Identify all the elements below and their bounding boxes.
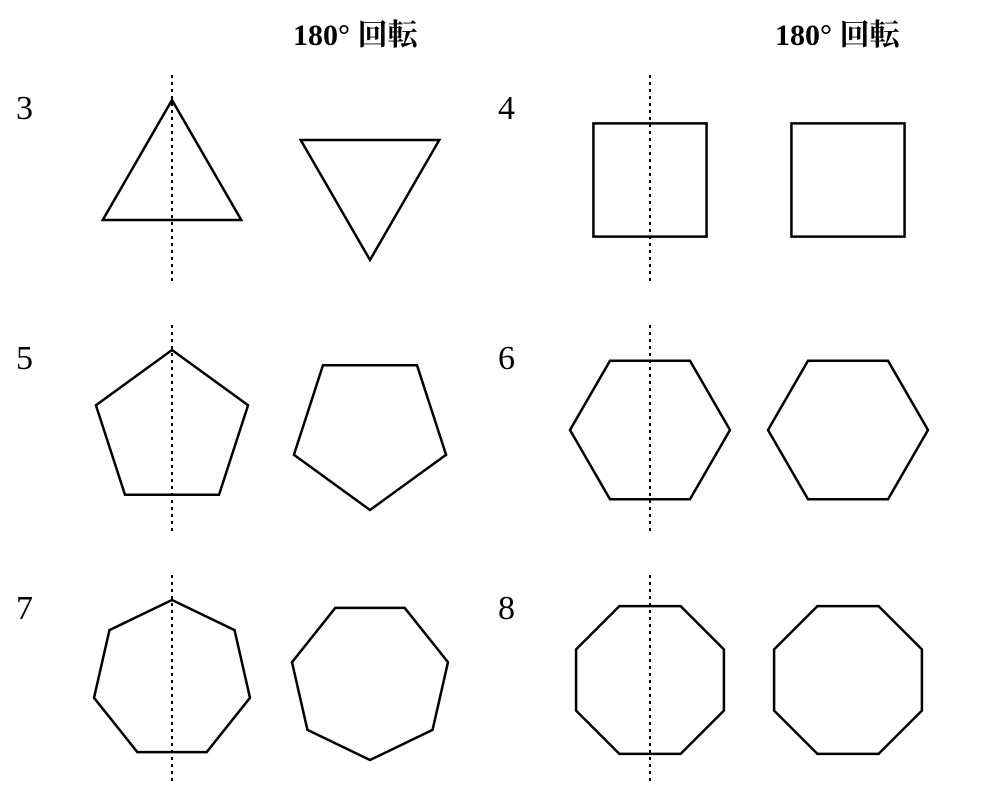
- polygon-5-original: [67, 325, 277, 535]
- polygon-7-original: [67, 575, 277, 785]
- polygon-7-rotated: [265, 575, 475, 785]
- polygon-shape: [791, 123, 904, 236]
- polygon-shape: [768, 361, 928, 500]
- polygon-shape: [294, 365, 446, 510]
- rotation-header: 180° 回転: [775, 10, 900, 54]
- polygon-5-rotated: [265, 325, 475, 535]
- polygon-3-original: [67, 75, 277, 285]
- diagram-canvas: 180° 回転 180° 回転 3 4 5 6 7 8: [0, 0, 999, 799]
- row-label-4: 4: [498, 90, 515, 128]
- polygon-6-original: [545, 325, 755, 535]
- polygon-shape: [292, 608, 448, 760]
- polygon-8-rotated: [743, 575, 953, 785]
- polygon-6-rotated: [743, 325, 953, 535]
- polygon-3-rotated: [265, 75, 475, 285]
- polygon-4-original: [545, 75, 755, 285]
- row-label-6: 6: [498, 340, 515, 378]
- polygon-4-rotated: [743, 75, 953, 285]
- rotation-header: 180° 回転: [293, 10, 418, 54]
- polygon-shape: [301, 140, 440, 260]
- row-label-8: 8: [498, 590, 515, 628]
- polygon-shape: [774, 606, 922, 754]
- row-label-5: 5: [16, 340, 33, 378]
- row-label-7: 7: [16, 590, 33, 628]
- row-label-3: 3: [16, 90, 33, 128]
- polygon-8-original: [545, 575, 755, 785]
